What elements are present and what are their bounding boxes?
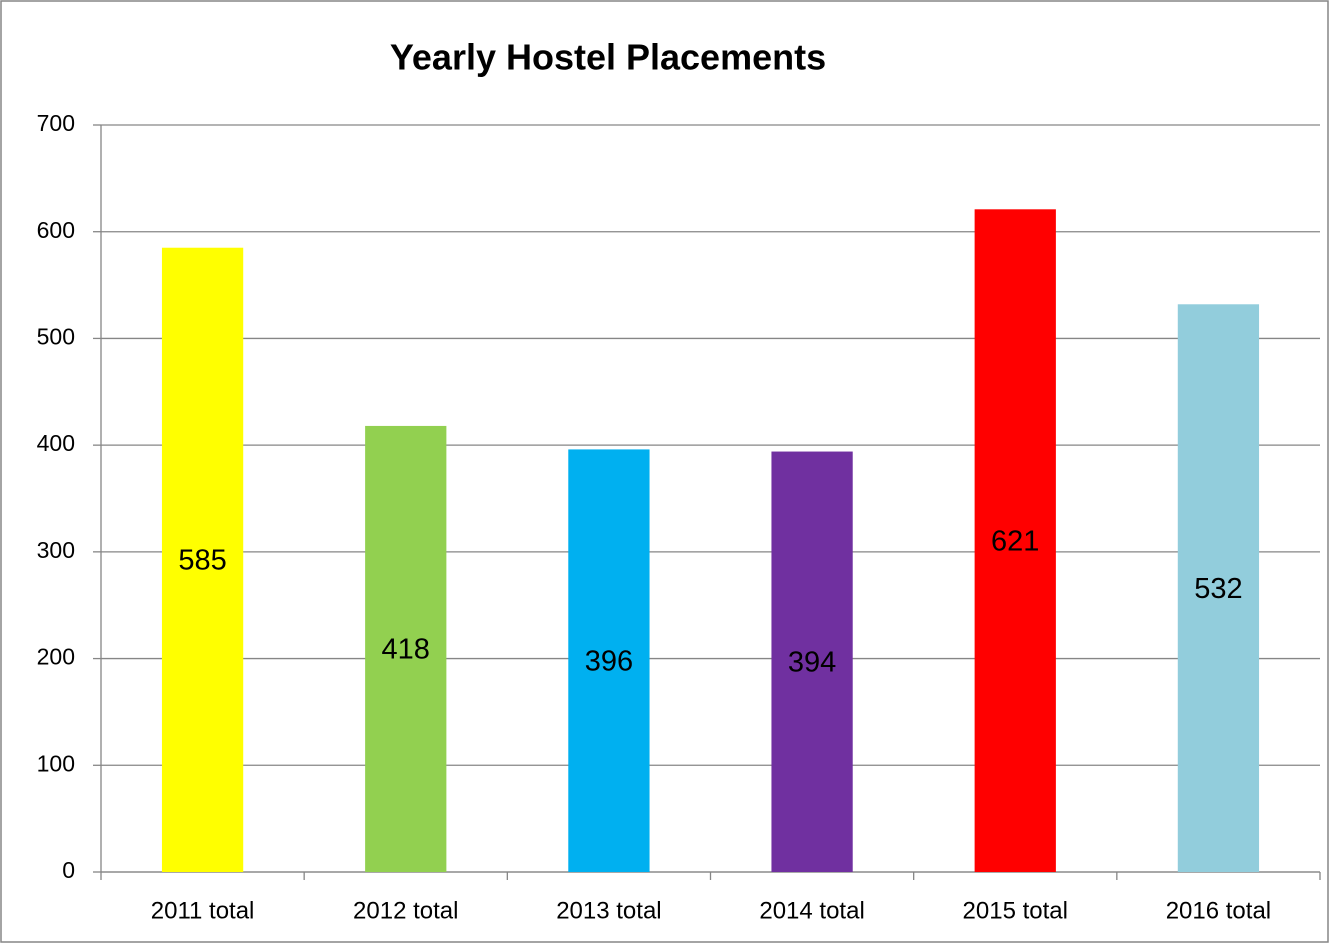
data-label: 532 [1194,573,1242,605]
x-tick-label: 2016 total [1166,897,1271,924]
y-tick-label: 600 [37,217,75,243]
x-tick-label: 2011 total [151,897,255,924]
data-label: 394 [788,646,836,678]
data-label: 396 [585,645,633,677]
x-tick-label: 2012 total [353,897,458,924]
y-tick-label: 200 [37,644,75,670]
bar [1177,304,1260,872]
data-label: 621 [991,525,1039,557]
y-tick-label: 0 [62,857,75,883]
chart-title: Yearly Hostel Placements [390,37,826,78]
y-tick-label: 300 [37,537,75,563]
bar [771,451,853,872]
x-tick-label: 2015 total [963,897,1068,924]
y-tick-label: 500 [37,324,75,350]
bar [974,209,1056,872]
bar [161,247,244,872]
y-tick-label: 700 [37,110,75,136]
data-label: 585 [178,545,226,577]
bar [365,425,447,872]
data-label: 418 [382,634,430,666]
y-tick-label: 400 [37,430,75,456]
x-tick-label: 2014 total [759,897,864,924]
y-tick-label: 100 [37,750,75,776]
bar [568,449,650,872]
x-tick-label: 2013 total [556,897,661,924]
